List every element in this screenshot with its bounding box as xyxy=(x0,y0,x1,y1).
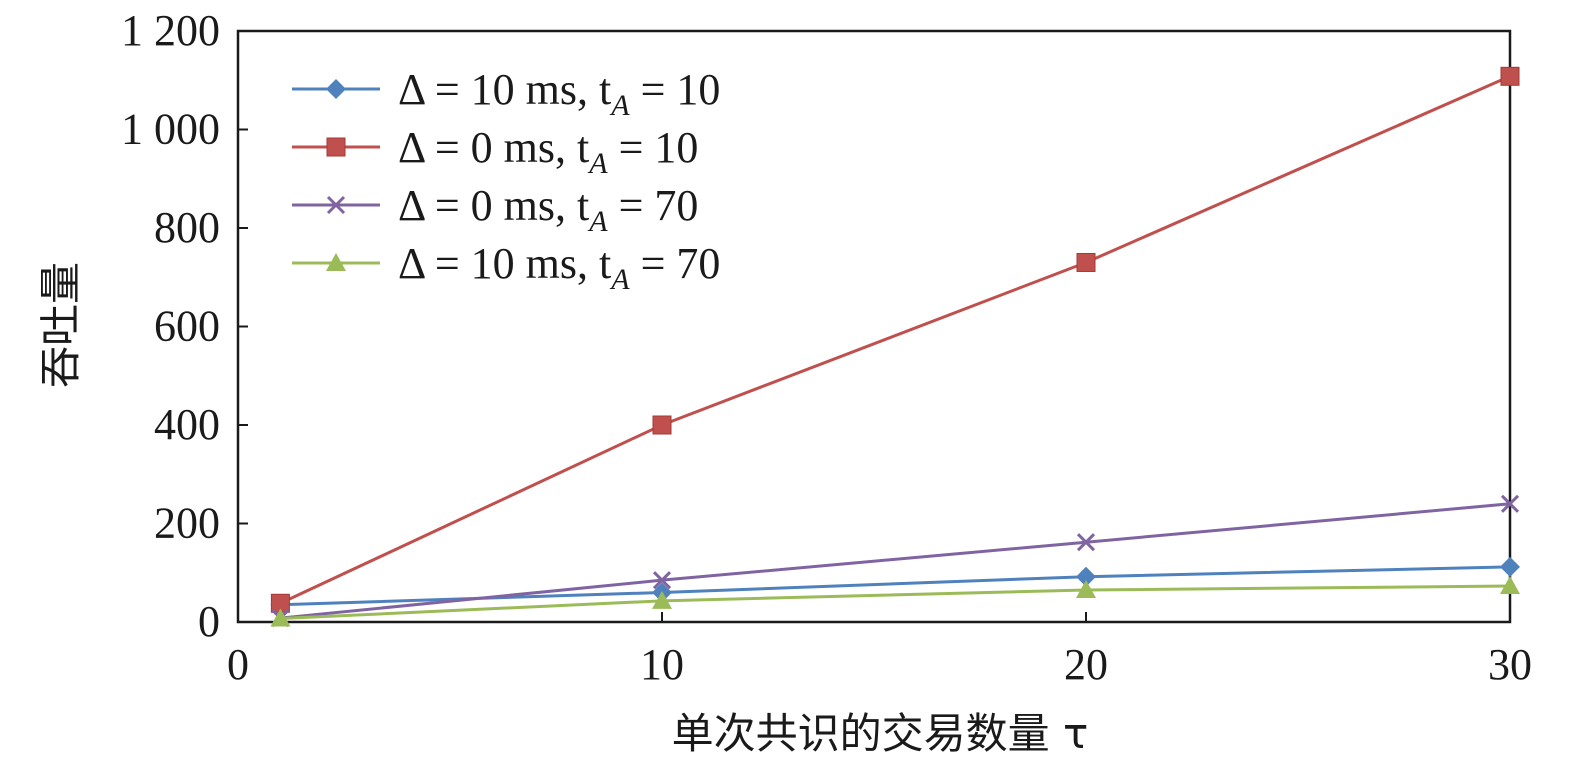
y-tick-label: 0 xyxy=(198,597,220,646)
x-tick-label: 30 xyxy=(1488,640,1532,689)
y-tick-label: 1 000 xyxy=(121,105,220,154)
legend-main: Δ = 0 ms, t xyxy=(398,123,589,172)
legend-subscript: A xyxy=(609,89,630,122)
data-point xyxy=(652,571,672,590)
y-axis-ticks: 0 200 400 600 800 1 000 1 200 xyxy=(121,6,248,646)
series-layer xyxy=(270,66,1520,628)
series-0 xyxy=(270,556,1520,615)
legend: Δ = 10 ms, tA = 10Δ = 0 ms, tA = 10Δ = 0… xyxy=(292,65,720,296)
data-point xyxy=(1076,566,1096,587)
series-line xyxy=(280,502,1511,620)
data-point xyxy=(270,608,291,627)
data-point xyxy=(1076,252,1096,272)
data-point xyxy=(1500,494,1520,513)
data-point xyxy=(652,415,672,435)
legend-marker xyxy=(326,79,346,99)
legend-label: Δ = 0 ms, tA = 10 xyxy=(398,123,698,180)
y-tick-label: 200 xyxy=(154,499,220,548)
series-2 xyxy=(271,494,1520,628)
y-axis-title: 吞吐量 xyxy=(36,262,85,388)
legend-subscript: A xyxy=(587,205,608,238)
legend-label: Δ = 0 ms, tA = 70 xyxy=(398,181,698,238)
y-tick-label: 600 xyxy=(154,302,220,351)
legend-entry: Δ = 10 ms, tA = 70 xyxy=(292,239,720,296)
legend-tail: = 10 xyxy=(608,123,699,172)
series-1 xyxy=(270,66,1520,613)
x-tick-label: 0 xyxy=(227,640,249,689)
y-tick-label: 1 200 xyxy=(121,6,220,55)
data-point xyxy=(1500,576,1520,595)
data-point xyxy=(1500,556,1520,577)
legend-marker xyxy=(326,137,346,157)
legend-marker xyxy=(326,195,346,215)
data-point xyxy=(1500,66,1520,86)
series-3 xyxy=(270,576,1520,627)
y-tick-label: 800 xyxy=(154,203,220,252)
series-line xyxy=(279,74,1511,605)
legend-entry: Δ = 10 ms, tA = 10 xyxy=(292,65,720,122)
legend-tail: = 10 xyxy=(630,65,721,114)
legend-tail: = 70 xyxy=(608,181,699,230)
legend-main: Δ = 0 ms, t xyxy=(398,181,589,230)
x-axis-ticks: 0 10 20 30 xyxy=(227,612,1532,689)
legend-main: Δ = 10 ms, t xyxy=(398,65,611,114)
legend-label: Δ = 10 ms, tA = 10 xyxy=(398,65,720,122)
data-point xyxy=(652,590,672,609)
legend-marker xyxy=(326,253,346,271)
x-tick-label: 20 xyxy=(1064,640,1108,689)
x-tick-label: 10 xyxy=(640,640,684,689)
series-line xyxy=(280,584,1511,621)
data-point xyxy=(1076,579,1096,598)
legend-main: Δ = 10 ms, t xyxy=(398,239,611,288)
legend-entry: Δ = 0 ms, tA = 70 xyxy=(292,181,698,238)
legend-entry: Δ = 0 ms, tA = 10 xyxy=(292,123,698,180)
legend-subscript: A xyxy=(609,263,630,296)
x-axis-title: 单次共识的交易数量 τ xyxy=(672,709,1089,758)
legend-label: Δ = 10 ms, tA = 70 xyxy=(398,239,720,296)
legend-tail: = 70 xyxy=(630,239,721,288)
y-tick-label: 400 xyxy=(154,400,220,449)
legend-subscript: A xyxy=(587,147,608,180)
data-point xyxy=(1076,533,1096,552)
